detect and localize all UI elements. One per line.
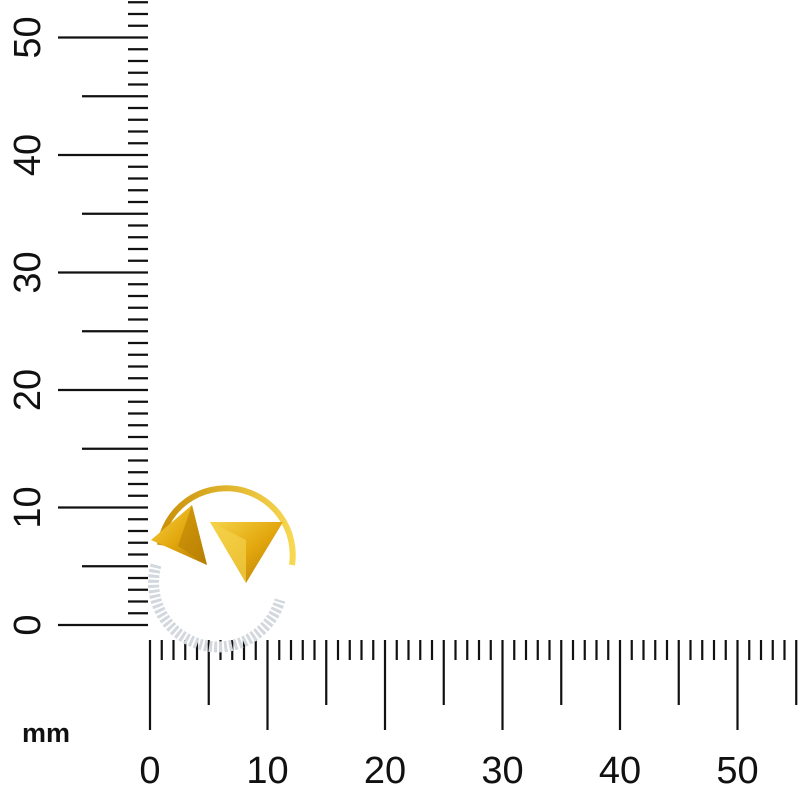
y-tick-label: 0: [7, 614, 49, 635]
pave-stones: [148, 563, 286, 653]
x-tick-label: 40: [599, 750, 641, 792]
y-tick-label: 20: [7, 369, 49, 411]
y-tick-label: 10: [7, 486, 49, 528]
x-tick-label: 30: [481, 750, 523, 792]
y-tick-label: 30: [7, 251, 49, 293]
pendant: [148, 485, 296, 653]
gold-ring: [157, 485, 296, 566]
x-tick-label: 10: [246, 750, 288, 792]
y-tick-label: 40: [7, 134, 49, 176]
x-tick-label: 50: [716, 750, 758, 792]
x-tick-label: 0: [139, 750, 160, 792]
y-tick-label: 50: [7, 16, 49, 58]
unit-label: mm: [22, 718, 71, 748]
x-tick-label: 20: [364, 750, 406, 792]
